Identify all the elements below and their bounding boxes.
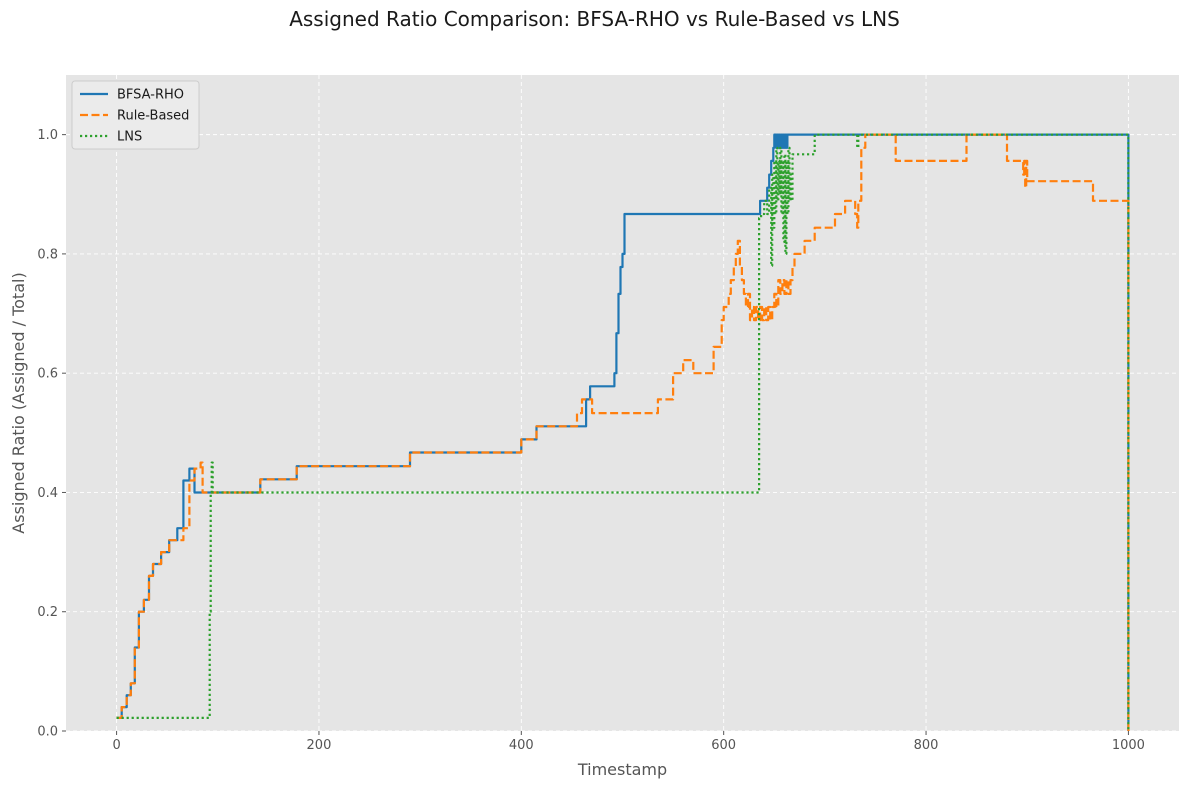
x-tick-label: 400 bbox=[509, 738, 534, 753]
chart-title: Assigned Ratio Comparison: BFSA-RHO vs R… bbox=[289, 7, 900, 31]
x-tick-label: 600 bbox=[711, 738, 736, 753]
y-axis-label: Assigned Ratio (Assigned / Total) bbox=[9, 272, 28, 533]
series-lines bbox=[116, 133, 1130, 731]
y-tick-label: 0.8 bbox=[37, 247, 58, 262]
x-tick-label: 800 bbox=[914, 738, 939, 753]
y-tick-label: 1.0 bbox=[37, 128, 58, 143]
x-tick-label: 200 bbox=[307, 738, 332, 753]
x-tick-label: 1000 bbox=[1112, 738, 1145, 753]
axis-ticks: 0 200 400 600 800 1000 0.0 0.2 0.4 0.6 0.8 1.0 bbox=[37, 128, 1145, 753]
legend-label: BFSA-RHO bbox=[117, 88, 184, 103]
x-tick-label: 0 bbox=[112, 738, 120, 753]
y-tick-label: 0.4 bbox=[37, 486, 58, 501]
y-tick-label: 0.6 bbox=[37, 367, 58, 382]
legend-label: LNS bbox=[117, 130, 142, 145]
legend-label: Rule-Based bbox=[117, 109, 189, 124]
y-tick-label: 0.0 bbox=[37, 725, 58, 740]
legend-box bbox=[71, 80, 200, 150]
x-axis-label: Timestamp bbox=[577, 760, 667, 779]
plot-area bbox=[66, 75, 1179, 731]
series-line-rule-based bbox=[116, 133, 1130, 731]
legend: BFSA-RHO Rule-Based LNS bbox=[71, 80, 200, 150]
series-line-lns bbox=[116, 133, 1130, 731]
y-tick-label: 0.2 bbox=[37, 605, 58, 620]
